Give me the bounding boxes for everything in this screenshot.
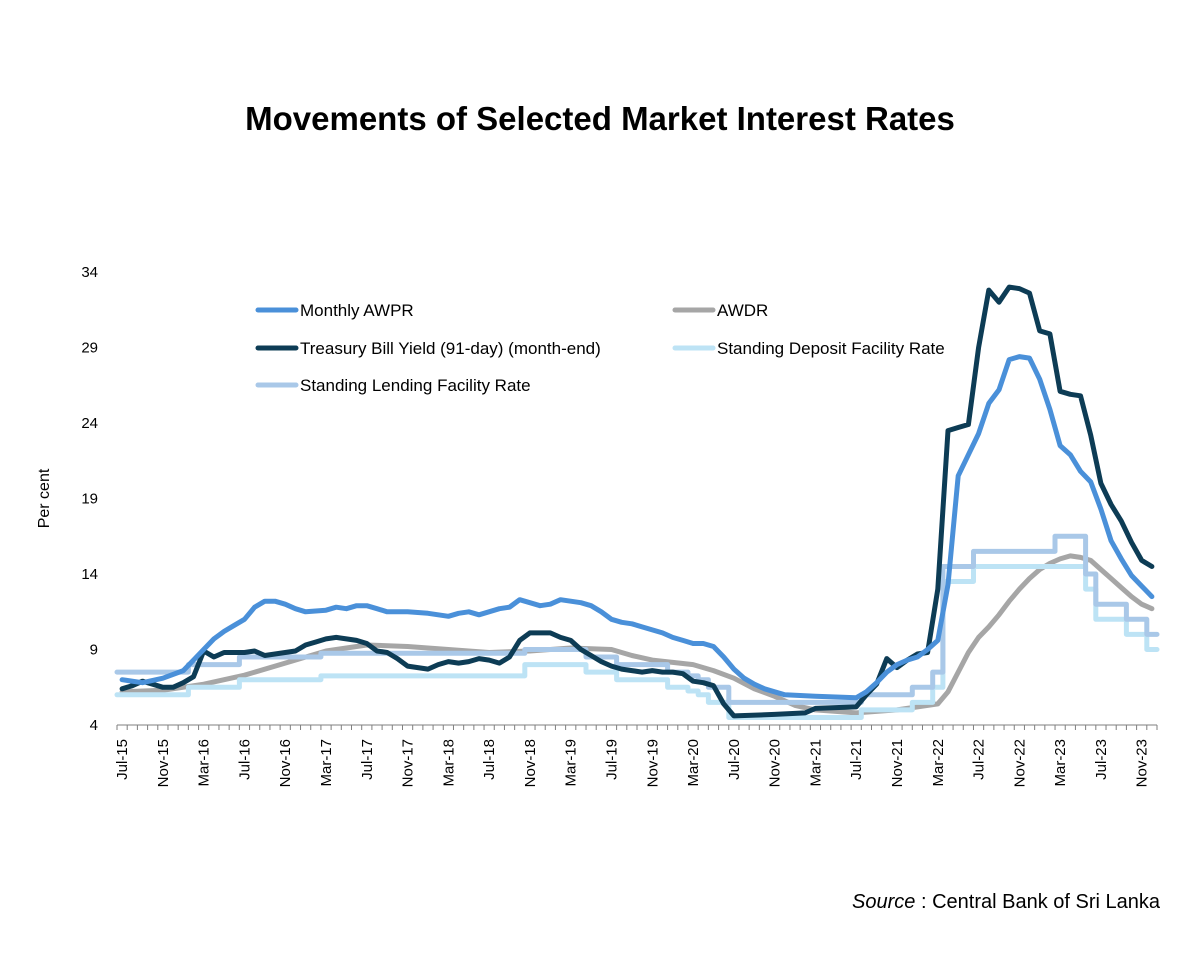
x-tick-label: Nov-20 <box>767 739 784 787</box>
x-tick-label: Jul-18 <box>481 739 498 780</box>
series-line-awdr <box>119 553 1155 716</box>
x-tick-label: Nov-15 <box>155 739 172 787</box>
chart-title: Movements of Selected Market Interest Ra… <box>245 100 955 137</box>
series-line-standing-deposit-facility-rate <box>114 564 1160 720</box>
x-tick-label: Mar-23 <box>1052 739 1069 787</box>
x-tick-label: Mar-17 <box>318 739 335 787</box>
x-tick-label: Nov-22 <box>1011 739 1028 787</box>
x-tick-label: Jul-19 <box>604 739 621 780</box>
x-tick-label: Jul-21 <box>848 739 865 780</box>
x-tick-label: Jul-22 <box>971 739 988 780</box>
legend-label: Treasury Bill Yield (91-day) (month-end) <box>300 339 601 358</box>
y-tick-label: 24 <box>81 415 98 432</box>
x-tick-label: Mar-18 <box>440 739 457 787</box>
y-tick-label: 19 <box>81 491 98 508</box>
legend-label: Monthly AWPR <box>300 301 414 320</box>
legend-label: AWDR <box>717 301 768 320</box>
x-tick-label: Jul-16 <box>236 739 253 780</box>
x-tick-label: Mar-16 <box>196 739 213 787</box>
y-tick-label: 29 <box>81 340 98 357</box>
series-line-monthly-awpr <box>119 354 1155 701</box>
x-tick-label: Nov-18 <box>522 739 539 787</box>
x-tick-label: Mar-19 <box>563 739 580 787</box>
legend-label: Standing Deposit Facility Rate <box>717 339 945 358</box>
y-axis-title: Per cent <box>36 468 53 528</box>
x-tick-label: Jul-17 <box>359 739 376 780</box>
x-tick-label: Nov-23 <box>1134 739 1151 787</box>
x-tick-label: Nov-17 <box>400 739 417 787</box>
x-tick-label: Mar-22 <box>930 739 947 787</box>
x-tick-label: Jul-20 <box>726 739 743 780</box>
x-tick-label: Nov-16 <box>277 739 294 787</box>
axes: 4 9 14 19 24 29 34 Jul-15 Nov-15 Mar-16 Jul-16 Nov-… <box>36 264 1158 787</box>
series-line-standing-lending-facility-rate <box>114 533 1160 705</box>
source-note: Source : Central Bank of Sri Lanka <box>852 891 1160 914</box>
y-tick-label: 14 <box>81 566 98 583</box>
x-tick-label: Jul-23 <box>1093 739 1110 780</box>
x-tick-label: Mar-21 <box>807 739 824 787</box>
legend-label: Standing Lending Facility Rate <box>300 376 531 395</box>
series-line-treasury-bill-yield-91-day-month-end <box>119 284 1155 719</box>
y-tick-label: 9 <box>90 642 98 659</box>
x-tick-label: Nov-19 <box>644 739 661 787</box>
y-tick-label: 4 <box>90 717 98 734</box>
legend: Monthly AWPR AWDR Treasury Bill Yield (91-… <box>255 301 945 395</box>
series-group <box>114 284 1160 720</box>
y-tick-label: 34 <box>81 264 98 281</box>
x-tick-label: Jul-15 <box>114 739 131 780</box>
x-tick-label: Nov-21 <box>889 739 906 787</box>
x-tick-label: Mar-20 <box>685 739 702 787</box>
source-label: Source <box>852 891 916 913</box>
source-text: : Central Bank of Sri Lanka <box>915 891 1160 913</box>
